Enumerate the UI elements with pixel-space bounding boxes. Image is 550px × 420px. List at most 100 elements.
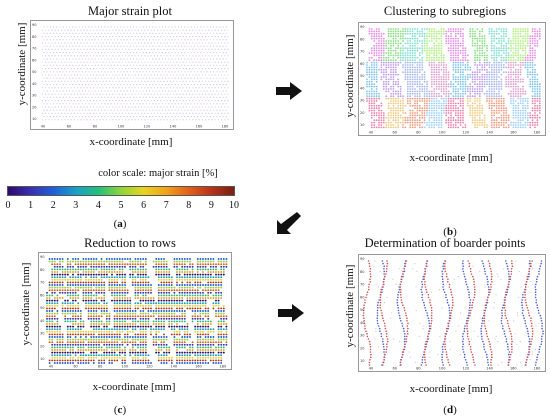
data-point (65, 32, 67, 34)
data-point (129, 116, 131, 118)
data-point (423, 107, 426, 110)
data-point (459, 32, 462, 35)
data-point (137, 74, 139, 76)
data-point (366, 92, 368, 95)
data-point (438, 126, 440, 129)
data-point (78, 96, 80, 98)
data-point (171, 26, 173, 28)
data-point (423, 102, 426, 105)
data-point (498, 52, 500, 54)
data-point (160, 112, 162, 114)
data-point (373, 78, 376, 81)
data-point (161, 96, 163, 98)
data-point (380, 119, 383, 122)
data-point (428, 95, 431, 98)
data-point (195, 119, 197, 121)
data-point (87, 294, 90, 297)
data-point (141, 48, 143, 50)
data-point (411, 71, 414, 74)
data-point (392, 95, 395, 98)
data-point (107, 84, 109, 86)
data-point (534, 80, 536, 83)
data-point (454, 97, 457, 100)
data-point (203, 84, 205, 86)
data-point (153, 55, 155, 57)
data-point (430, 37, 433, 40)
data-point (169, 68, 171, 70)
data-point (476, 97, 479, 100)
data-point (469, 76, 472, 78)
data-point (72, 109, 74, 111)
data-point (392, 85, 395, 88)
data-point (117, 116, 119, 118)
data-point (77, 106, 79, 108)
data-point (100, 291, 103, 294)
data-point (488, 32, 491, 35)
data-point (53, 96, 55, 98)
data-point (500, 54, 503, 57)
data-point (452, 52, 455, 54)
data-point (198, 55, 200, 57)
x-tick-label: 80 (416, 131, 420, 135)
data-point (490, 100, 493, 102)
plot-area: 40 60 80 100 120 140 160 180 90 80 70 60 50 40 30 20 10 (358, 22, 546, 136)
data-point (205, 93, 207, 95)
data-point (83, 68, 85, 70)
data-point (481, 90, 484, 93)
data-point (92, 278, 95, 281)
data-point (160, 260, 163, 263)
data-point (54, 48, 56, 50)
data-point (100, 284, 103, 286)
data-point (224, 100, 226, 102)
data-point (103, 260, 106, 263)
data-point (174, 52, 176, 54)
data-point (514, 59, 517, 62)
data-point (502, 124, 505, 126)
data-point (534, 95, 536, 98)
data-point (387, 116, 390, 119)
data-point (474, 112, 476, 114)
data-point (160, 265, 163, 268)
data-point (181, 64, 183, 66)
data-point (141, 55, 143, 57)
data-point (219, 32, 221, 34)
data-point (51, 29, 53, 31)
data-point (147, 87, 149, 89)
data-point (368, 73, 371, 76)
data-point (514, 42, 517, 45)
data-point (179, 93, 181, 95)
data-point (99, 61, 101, 63)
data-point (171, 84, 173, 86)
data-point (200, 52, 202, 54)
data-point (454, 42, 457, 45)
data-point (181, 116, 183, 118)
data-point (43, 116, 45, 118)
data-point (399, 32, 402, 35)
data-point (411, 78, 414, 81)
data-point (197, 26, 199, 28)
data-point (538, 88, 541, 90)
data-point (103, 265, 106, 268)
data-point (75, 45, 77, 47)
data-point (90, 286, 93, 289)
data-point (430, 30, 433, 33)
data-point (131, 112, 133, 114)
data-point (490, 30, 493, 33)
data-point (471, 76, 474, 78)
data-point (103, 284, 106, 286)
data-point (72, 289, 74, 292)
data-point (406, 61, 409, 64)
data-point (536, 40, 539, 42)
data-point (49, 52, 51, 54)
data-point (411, 119, 414, 122)
data-point (416, 83, 419, 86)
data-point (399, 109, 402, 112)
data-point (103, 276, 106, 279)
data-point (462, 37, 464, 40)
data-point (397, 114, 400, 117)
data-point (414, 68, 416, 71)
data-point (505, 49, 508, 52)
data-point (116, 273, 119, 276)
data-point (131, 268, 134, 271)
data-point (514, 47, 517, 50)
